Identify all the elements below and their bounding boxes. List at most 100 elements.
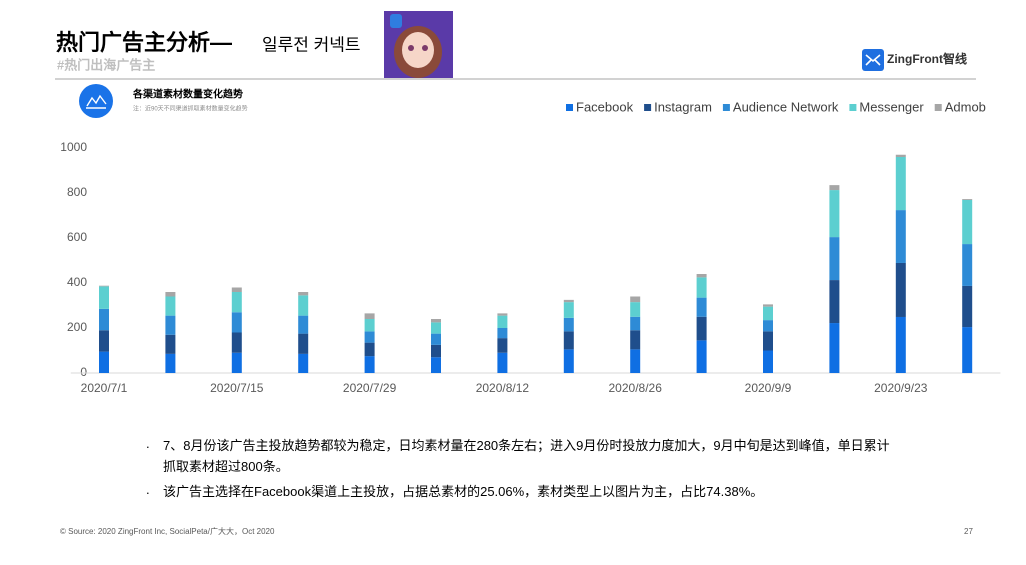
bar-segment bbox=[497, 313, 508, 316]
bar-segment bbox=[431, 322, 441, 334]
bar-segment bbox=[962, 327, 973, 373]
bullet-text: 7、8月份该广告主投放趋势都较为稳定，日均素材量在280条左右；进入9月份时投放… bbox=[163, 438, 890, 474]
bar-segment bbox=[962, 199, 973, 245]
bar-segment bbox=[431, 319, 441, 323]
bar-segment bbox=[497, 338, 508, 353]
bar-segment bbox=[630, 330, 641, 350]
bar-segment bbox=[99, 286, 109, 309]
bar-segment bbox=[231, 287, 242, 292]
bar-segment bbox=[298, 353, 309, 373]
bullet-text: 该广告主选择在Facebook渠道上主投放，占据总素材的25.06%，素材类型上… bbox=[163, 484, 764, 499]
bar-segment bbox=[99, 308, 109, 331]
bar-segment bbox=[829, 323, 840, 373]
logo: ZingFront智线 bbox=[862, 49, 967, 71]
bar-segment bbox=[829, 190, 840, 238]
y-tick-label: 1000 bbox=[60, 140, 87, 154]
legend-label: Instagram bbox=[654, 99, 712, 114]
bar-segment bbox=[298, 315, 309, 334]
bar-segment bbox=[99, 351, 109, 373]
bar-segment bbox=[364, 342, 375, 357]
bar-segment bbox=[165, 334, 176, 354]
logo-text: ZingFront智线 bbox=[887, 51, 967, 66]
bar-segment bbox=[895, 262, 906, 317]
bar-segment bbox=[829, 185, 840, 191]
bar-segment bbox=[696, 277, 707, 298]
bar-segment bbox=[563, 302, 574, 318]
y-tick-label: 600 bbox=[67, 230, 87, 244]
title: 热门广告主分析— bbox=[56, 30, 232, 55]
bar-segment bbox=[231, 352, 242, 373]
bar-segment bbox=[962, 199, 973, 200]
bar-segment bbox=[763, 320, 773, 332]
character-image bbox=[384, 11, 453, 78]
bar-segment bbox=[763, 331, 773, 351]
legend-label: Admob bbox=[945, 99, 986, 114]
bar-segment bbox=[99, 285, 109, 287]
bullet-marker: . bbox=[146, 436, 150, 451]
bar-segment bbox=[431, 344, 441, 358]
x-tick-label: 2020/7/29 bbox=[343, 381, 397, 395]
bar-segment bbox=[364, 319, 375, 332]
bar-segment bbox=[895, 157, 906, 211]
bar-segment bbox=[763, 350, 773, 373]
bar-segment bbox=[364, 331, 375, 343]
y-tick-label: 800 bbox=[67, 185, 87, 199]
bar-segment bbox=[298, 292, 309, 296]
chart-note: 注：近90天不同渠道抓取素材数量变化趋势 bbox=[133, 105, 248, 113]
legend-label: Messenger bbox=[859, 99, 924, 114]
y-tick-label: 400 bbox=[67, 275, 87, 289]
x-tick-label: 2020/8/26 bbox=[609, 381, 663, 395]
x-tick-label: 2020/7/1 bbox=[81, 381, 128, 395]
bar-segment bbox=[630, 349, 641, 373]
bar-segment bbox=[364, 356, 375, 373]
x-tick-label: 2020/9/23 bbox=[874, 381, 928, 395]
bar-segment bbox=[962, 244, 973, 286]
x-tick-label: 2020/8/12 bbox=[476, 381, 530, 395]
bar-segment bbox=[431, 357, 441, 373]
bar-segment bbox=[563, 331, 574, 350]
bar-segment bbox=[563, 317, 574, 332]
bar-segment bbox=[696, 340, 707, 373]
legend-swatch bbox=[849, 104, 857, 111]
bar-segment bbox=[895, 154, 906, 157]
legend-swatch bbox=[722, 104, 730, 111]
bar-segment bbox=[497, 328, 508, 339]
bar-segment bbox=[165, 296, 176, 316]
bar-segment bbox=[563, 299, 574, 303]
y-tick-label: 200 bbox=[67, 320, 87, 334]
bar-segment bbox=[630, 296, 641, 303]
bar-segment bbox=[364, 313, 375, 319]
bar-segment bbox=[630, 302, 641, 317]
page-number: 27 bbox=[964, 527, 973, 536]
bar-segment bbox=[696, 297, 707, 317]
bar-segment bbox=[99, 330, 109, 352]
bar-segment bbox=[431, 333, 441, 345]
x-tick-label: 2020/9/9 bbox=[745, 381, 792, 395]
bar-segment bbox=[497, 315, 508, 328]
bar-segment bbox=[696, 316, 707, 341]
bar-segment bbox=[231, 292, 242, 313]
bar-segment bbox=[298, 295, 309, 316]
x-tick-label: 2020/7/15 bbox=[210, 381, 264, 395]
bar-segment bbox=[829, 237, 840, 281]
legend-swatch bbox=[934, 104, 942, 111]
bar-segment bbox=[763, 306, 773, 321]
title-suffix: 일루전 커넥트 bbox=[262, 35, 361, 54]
legend-label: Facebook bbox=[576, 99, 634, 114]
bar-segment bbox=[630, 316, 641, 331]
legend-swatch bbox=[566, 104, 573, 111]
bar-segment bbox=[563, 349, 574, 373]
bar-segment bbox=[165, 292, 176, 297]
subtitle: #热门出海广告主 bbox=[57, 57, 155, 72]
legend-label: Audience Network bbox=[733, 99, 839, 114]
y-tick-label: 0 bbox=[80, 365, 87, 379]
bar-segment bbox=[763, 304, 773, 307]
bar-segment bbox=[165, 315, 176, 335]
bar-segment bbox=[497, 352, 508, 373]
bullet-marker: . bbox=[146, 482, 150, 497]
bar-segment bbox=[165, 353, 176, 373]
footer: © Source: 2020 ZingFront Inc, SocialPeta… bbox=[60, 526, 275, 536]
chart-icon-glyph bbox=[86, 94, 107, 109]
